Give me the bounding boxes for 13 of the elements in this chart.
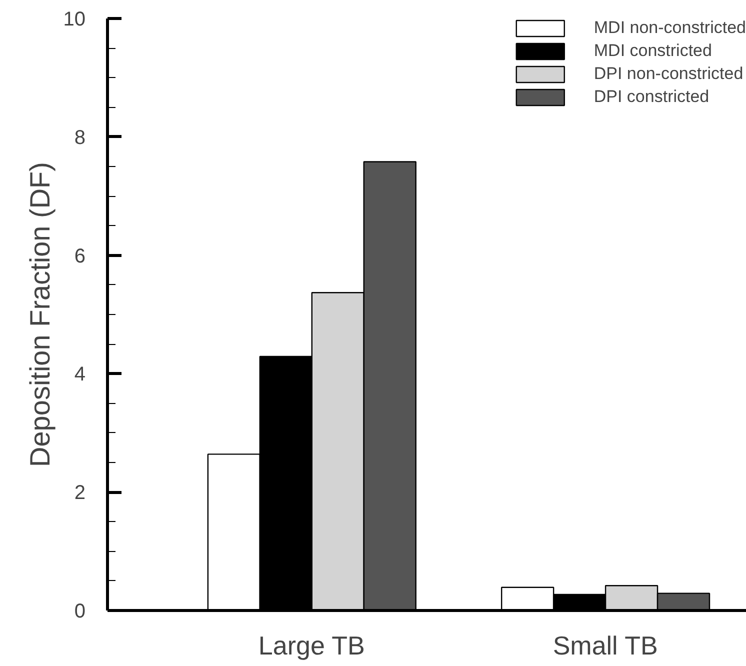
y-tick-label: 0 xyxy=(74,600,86,622)
x-tick-label: Small TB xyxy=(552,630,658,660)
y-axis-title: Deposition Fraction (DF) xyxy=(24,162,56,467)
y-tick-label: 6 xyxy=(74,245,86,268)
y-tick-label: 10 xyxy=(63,8,86,30)
y-tick-label: 4 xyxy=(74,364,86,386)
legend-label: DPI non-constricted xyxy=(594,64,744,84)
x-tick-label: Large TB xyxy=(258,630,365,660)
y-tick-label: 2 xyxy=(74,482,86,504)
legend-label: MDI constricted xyxy=(594,41,712,61)
legend-label: MDI non-constricted xyxy=(594,18,746,38)
y-tick-label: 8 xyxy=(74,126,86,149)
legend-label: DPI constricted xyxy=(594,87,710,107)
